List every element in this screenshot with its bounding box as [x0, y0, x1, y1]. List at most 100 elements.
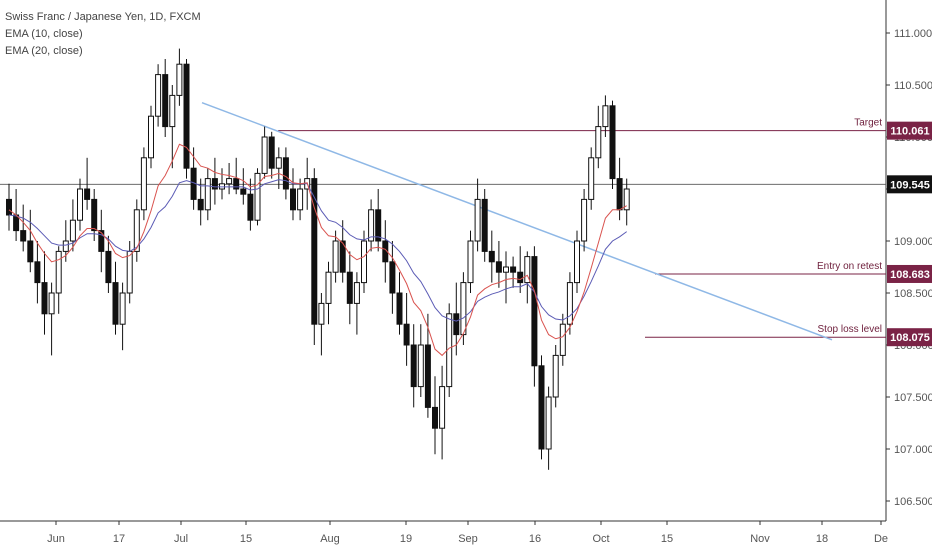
candle-up	[559, 323, 566, 356]
current-price-tag-bg	[887, 175, 932, 194]
x-tick-label: Jun	[47, 533, 65, 545]
candle-down	[481, 198, 488, 252]
candle-up	[467, 240, 474, 284]
trendline	[201, 101, 833, 341]
candle-down	[183, 63, 190, 169]
candle-up	[325, 271, 332, 304]
candle-down	[382, 240, 389, 263]
candle-up	[361, 240, 367, 284]
level-price-tag-bg	[887, 328, 932, 347]
candle-up	[169, 94, 176, 128]
candle-down	[41, 282, 48, 315]
candle-down	[432, 406, 438, 429]
level-price-tag-bg	[887, 264, 932, 283]
candle-up	[69, 219, 76, 242]
candle-up	[297, 188, 304, 211]
candle-up	[353, 282, 360, 304]
candle-down	[396, 292, 403, 325]
candle-down	[233, 178, 240, 190]
candle-down	[495, 261, 502, 273]
x-tick-label: 17	[113, 533, 125, 545]
candle-down	[410, 344, 417, 388]
ema20-line	[8, 179, 627, 322]
y-tick-label: 110.500	[894, 80, 932, 92]
level-label: Target	[854, 118, 882, 129]
candle-up	[148, 115, 154, 159]
x-tick-label: Aug	[320, 533, 340, 545]
legend-ema10: EMA (10, close)	[5, 28, 83, 40]
candle-up	[126, 250, 133, 294]
candle-up	[460, 282, 467, 336]
x-tick-label: 15	[240, 533, 252, 545]
candle-down	[424, 344, 431, 408]
level-price-tag: 110.061	[890, 126, 929, 138]
candle-down	[91, 198, 98, 232]
candle-up	[119, 292, 126, 325]
candle-down	[531, 256, 538, 367]
candle-down	[268, 136, 275, 169]
level-label: Stop loss level	[818, 324, 882, 335]
candle-down	[34, 261, 41, 284]
candle-up	[55, 250, 62, 294]
chart-legend: Swiss Franc / Japanese Yen, 1D, FXCM EMA…	[5, 9, 201, 60]
candle-up	[275, 157, 282, 169]
candle-up	[595, 126, 602, 159]
candle-up	[332, 240, 339, 273]
candle-down	[609, 105, 616, 180]
candle-up	[155, 74, 162, 117]
y-tick-label: 107.000	[894, 444, 932, 456]
current-price-tag: 109.545	[890, 179, 930, 191]
x-tick-label: Jul	[174, 533, 188, 545]
candle-up	[552, 354, 559, 398]
y-tick-label: 109.000	[894, 236, 932, 248]
candle-down	[105, 250, 112, 284]
candle-up	[48, 292, 55, 315]
candle-up	[566, 282, 573, 325]
candle-up	[77, 188, 83, 221]
candle-up	[219, 183, 225, 190]
x-tick-label: Oct	[592, 533, 609, 545]
candle-up	[62, 240, 69, 252]
candle-down	[311, 178, 318, 325]
x-tick-label: 16	[529, 533, 541, 545]
candle-down	[488, 250, 495, 263]
legend-symbol: Swiss Franc / Japanese Yen, 1D, FXCM	[5, 11, 201, 23]
candle-up	[226, 178, 233, 185]
candle-down	[27, 240, 34, 263]
legend-ema20: EMA (20, close)	[5, 45, 83, 57]
candle-up	[588, 157, 595, 200]
candle-down	[389, 261, 396, 294]
candle-up	[318, 302, 325, 325]
candle-up	[176, 63, 183, 96]
candle-down	[6, 198, 12, 216]
level-price-tag-bg	[887, 121, 932, 140]
candle-up	[474, 198, 481, 242]
candle-up	[261, 136, 268, 174]
candle-down	[197, 198, 204, 211]
y-tick-label: 108.500	[894, 288, 932, 300]
candle-up	[574, 240, 580, 284]
candle-up	[417, 344, 424, 388]
ema10-line	[8, 143, 627, 357]
candle-up	[133, 209, 140, 252]
candle-down	[98, 230, 105, 252]
candle-down	[375, 209, 382, 242]
candle-down	[517, 271, 524, 284]
candle-up	[602, 105, 609, 128]
candle-down	[538, 365, 545, 450]
x-tick-label: 18	[816, 533, 828, 545]
candle-down	[403, 323, 410, 346]
candle-up	[368, 209, 375, 242]
y-tick-label: 111.000	[894, 28, 932, 40]
candle-down	[84, 188, 91, 200]
x-tick-label: Sep	[458, 533, 478, 545]
candle-up	[254, 172, 261, 221]
candle-down	[453, 313, 460, 336]
x-tick-label: Nov	[750, 533, 770, 545]
candle-down	[240, 188, 247, 195]
candle-down	[290, 188, 296, 211]
candle-up	[524, 256, 531, 284]
candle-up	[439, 386, 446, 429]
candle-up	[545, 396, 552, 450]
